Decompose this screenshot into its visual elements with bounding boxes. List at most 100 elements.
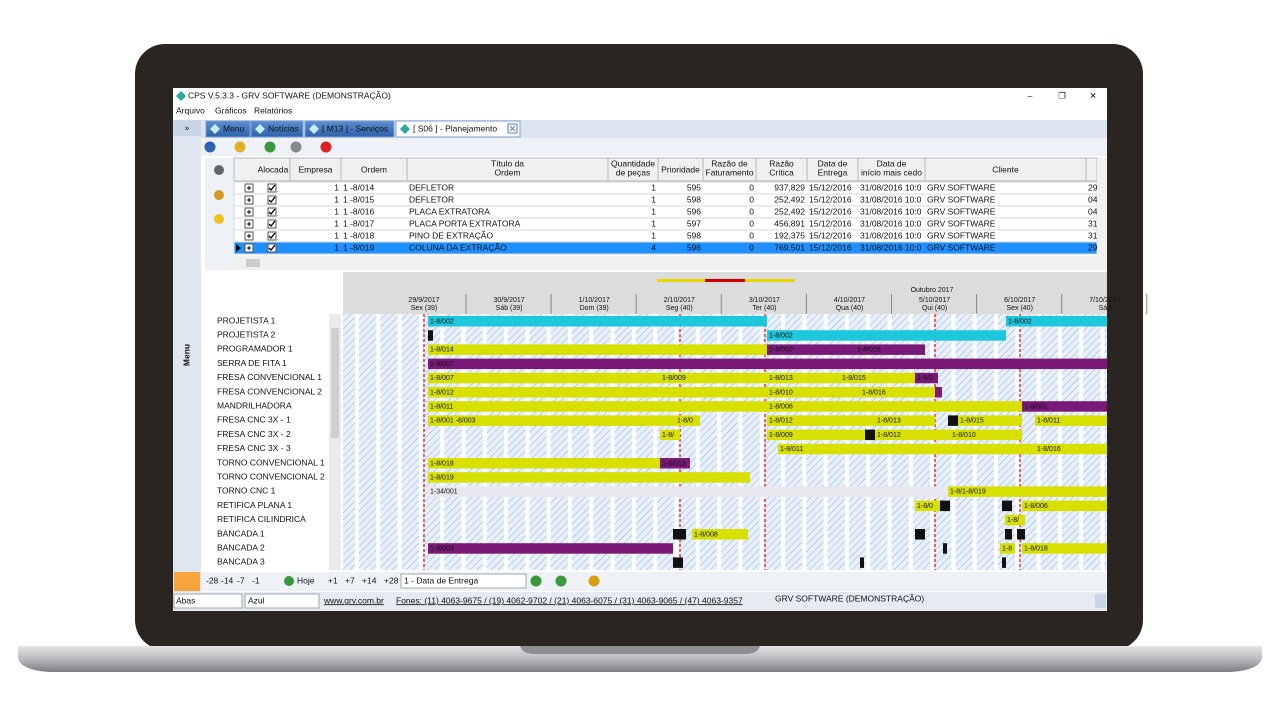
site-link[interactable]: www.grv.com.br	[323, 595, 384, 605]
gantt-bar[interactable]	[915, 500, 940, 512]
menu-item[interactable]: Relatórios	[254, 105, 292, 115]
gantt-bar[interactable]	[915, 372, 938, 384]
column-header[interactable]: de peças	[616, 167, 651, 177]
column-header[interactable]: Data de	[818, 158, 848, 168]
sort-select[interactable]	[400, 573, 527, 589]
column-header[interactable]: início mais cedo	[861, 167, 922, 177]
tab-label[interactable]: Notícias	[268, 123, 299, 133]
gantt-bar[interactable]	[860, 387, 935, 398]
gantt-bar[interactable]	[675, 415, 700, 426]
column-header[interactable]: Faturamento	[705, 167, 753, 177]
nav-step[interactable]: -28	[206, 575, 219, 585]
theme-select-text[interactable]: Azul	[248, 595, 265, 605]
gantt-bar[interactable]	[692, 529, 748, 540]
gantt-bar[interactable]	[943, 543, 947, 554]
gantt-bar[interactable]	[958, 415, 1022, 426]
gantt-bar[interactable]	[1035, 415, 1107, 426]
toolbar-button[interactable]	[204, 141, 216, 153]
gantt-bar[interactable]	[875, 429, 950, 441]
gantt-bar[interactable]	[1000, 543, 1015, 554]
gantt-bar[interactable]	[950, 429, 1022, 441]
column-header[interactable]: Alocada	[258, 164, 289, 174]
gantt-bar[interactable]	[1022, 500, 1107, 512]
toolbar-button[interactable]	[290, 141, 302, 153]
gantt-bar[interactable]	[865, 429, 875, 441]
gantt-bar[interactable]	[767, 344, 855, 355]
column-header[interactable]: Crítica	[769, 167, 794, 177]
nav-icon[interactable]	[555, 575, 567, 587]
gantt-bar[interactable]	[778, 443, 1035, 455]
column-header[interactable]: Quantidade	[611, 158, 655, 168]
gantt-bar[interactable]	[767, 372, 840, 384]
nav-step[interactable]: +1	[328, 575, 338, 585]
nav-step[interactable]: -14	[221, 575, 234, 585]
column-header[interactable]: Empresa	[298, 164, 332, 174]
window-control[interactable]: ❐	[1058, 90, 1066, 100]
column-header[interactable]: Razão de	[711, 158, 748, 168]
toolbar-button[interactable]	[320, 141, 332, 153]
column-header[interactable]: Título da	[491, 158, 524, 168]
gantt-bar[interactable]	[1022, 543, 1107, 554]
gantt-bar[interactable]	[428, 344, 767, 355]
tabs-select-text[interactable]: Abas	[176, 595, 195, 605]
filter-icon[interactable]	[214, 214, 224, 224]
column-header[interactable]: Prioridade	[661, 164, 700, 174]
toolbar-button[interactable]	[264, 141, 276, 153]
gantt-bar[interactable]	[915, 529, 925, 540]
column-header[interactable]: Entrega	[818, 167, 848, 177]
gantt-bar[interactable]	[948, 486, 1107, 497]
gantt-bar[interactable]	[428, 401, 767, 412]
nav-icon[interactable]	[588, 575, 600, 587]
tab-label[interactable]: [ S06 ] - Planejamento	[413, 123, 497, 133]
gantt-bar[interactable]	[948, 415, 958, 426]
tab-label[interactable]: Menu	[223, 123, 245, 133]
gantt-bar[interactable]	[428, 358, 1107, 370]
toolbar-button[interactable]	[234, 141, 246, 153]
gantt-bar[interactable]	[428, 458, 660, 469]
sidebar-label[interactable]: Menu	[181, 344, 191, 366]
nav-step[interactable]: -1	[252, 575, 260, 585]
sidebar-toggle[interactable]: »	[185, 122, 190, 132]
gantt-bar[interactable]	[840, 372, 915, 384]
column-header[interactable]: Ordem	[495, 167, 521, 177]
gantt-bar[interactable]	[660, 429, 680, 441]
gantt-bar[interactable]	[428, 486, 948, 497]
gantt-bar[interactable]	[428, 472, 750, 483]
tab-label[interactable]: [ M13 ] - Serviços	[322, 123, 388, 133]
gantt-bar[interactable]	[1002, 557, 1006, 568]
gantt-bar[interactable]	[660, 458, 690, 469]
gantt-bar[interactable]	[767, 330, 1006, 341]
gantt-bar[interactable]	[860, 557, 864, 568]
column-header[interactable]: Ordem	[361, 164, 387, 174]
gantt-bar[interactable]	[767, 415, 875, 426]
sort-select-text[interactable]: 1 - Data de Entrega	[404, 575, 478, 585]
gantt-bar[interactable]	[875, 415, 935, 426]
window-control[interactable]: ✕	[1089, 90, 1096, 100]
gantt-bar[interactable]	[1005, 529, 1012, 540]
gantt-bar[interactable]	[935, 387, 942, 398]
nav-icon[interactable]	[530, 575, 542, 587]
window-control[interactable]: –	[1028, 90, 1033, 100]
gantt-bar[interactable]	[673, 529, 686, 540]
menu-item[interactable]: Gráficos	[215, 105, 247, 115]
nav-step[interactable]: -7	[237, 575, 245, 585]
gantt-bar[interactable]	[660, 372, 767, 384]
gantt-bar[interactable]	[1006, 316, 1107, 327]
gantt-bar[interactable]	[428, 372, 660, 384]
nav-step[interactable]: +7	[345, 575, 355, 585]
gantt-bar[interactable]	[428, 330, 433, 341]
nav-step[interactable]: +28	[384, 575, 399, 585]
gantt-bar[interactable]	[767, 401, 1022, 412]
today-button[interactable]: Hoje	[297, 575, 315, 585]
gantt-bar[interactable]	[673, 557, 683, 568]
filter-icon[interactable]	[214, 165, 224, 175]
column-header[interactable]: Razão	[769, 158, 794, 168]
gantt-bar[interactable]	[1005, 514, 1025, 526]
column-header[interactable]: Data de	[877, 158, 907, 168]
gantt-bar[interactable]	[1022, 401, 1107, 412]
menu-item[interactable]: Arquivo	[176, 105, 205, 115]
gantt-bar[interactable]	[767, 387, 860, 398]
gantt-bar[interactable]	[767, 429, 865, 441]
gantt-bar[interactable]	[1002, 500, 1012, 512]
filter-icon[interactable]	[214, 190, 224, 200]
